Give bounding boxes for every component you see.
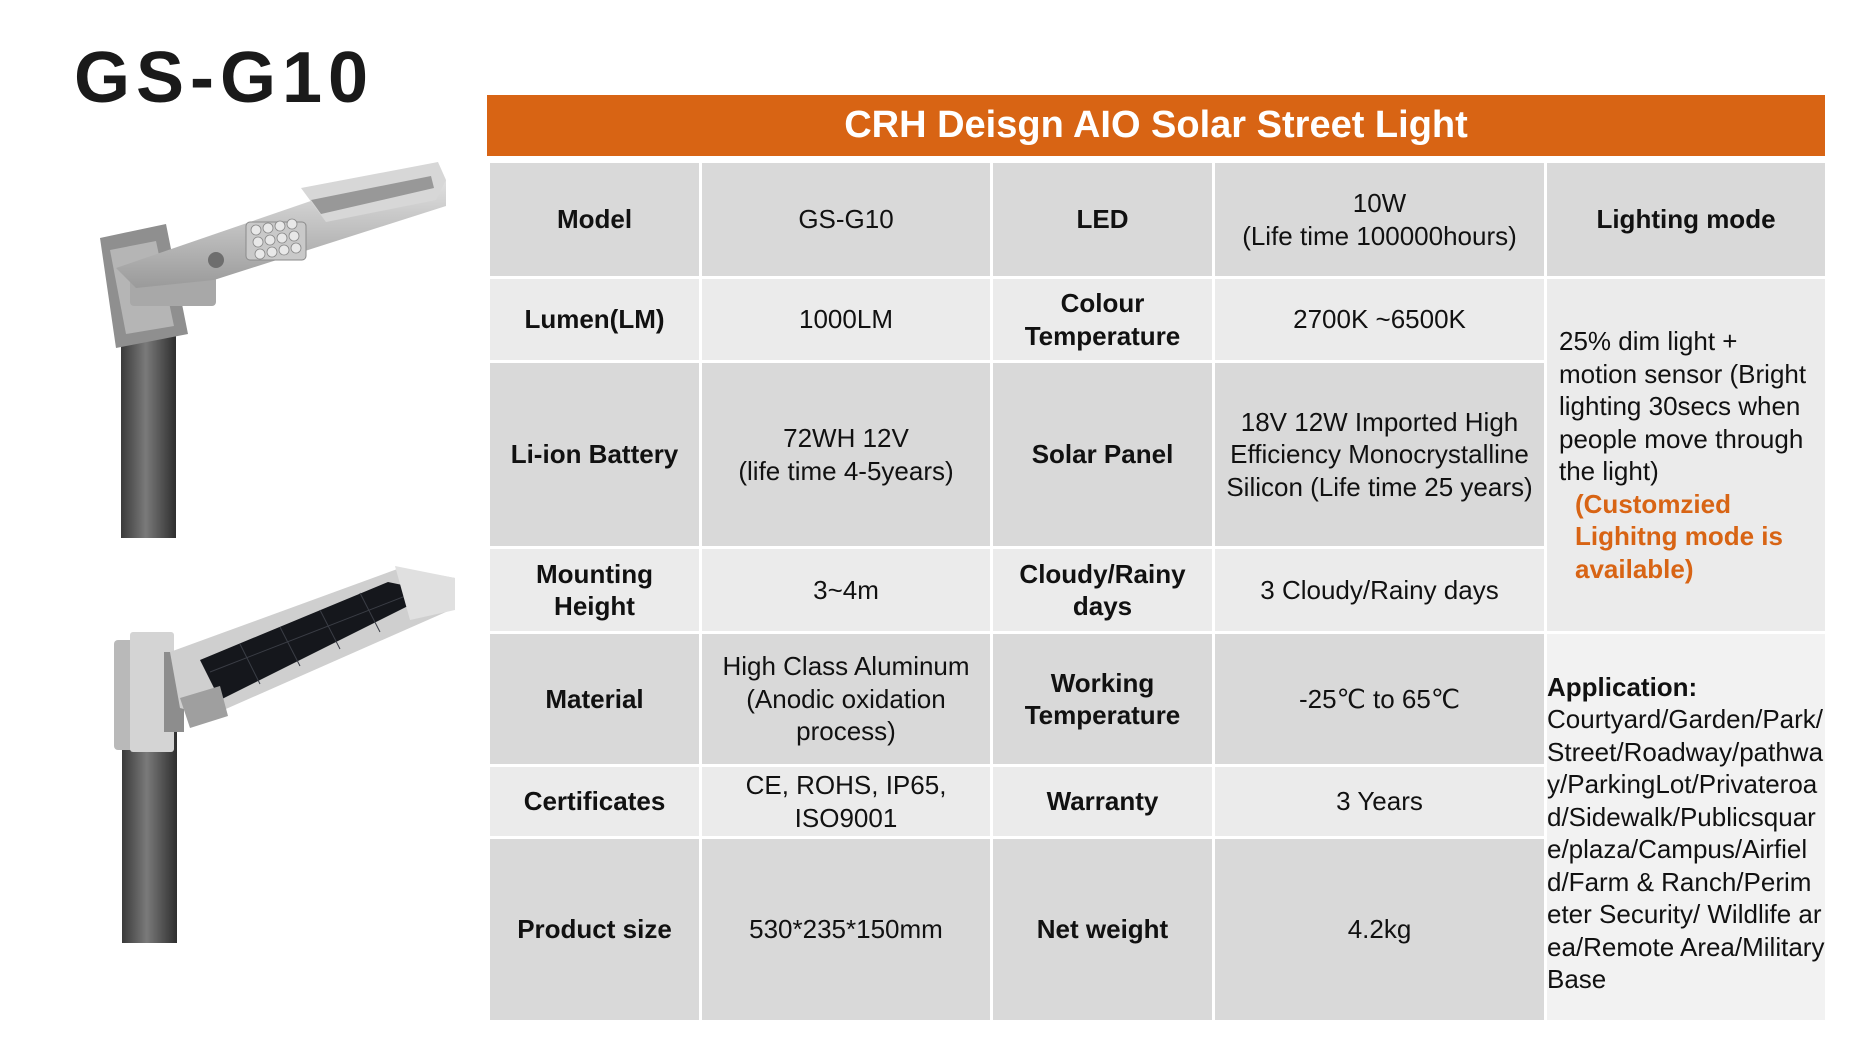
solar-street-light-front-icon	[96, 158, 446, 538]
table-row: Material High Class Aluminum (Anodic oxi…	[487, 631, 1828, 1023]
spec-value: -25℃ to 65℃	[1212, 631, 1547, 767]
table-row: Lumen(LM) 1000LM Colour Temperature 2700…	[487, 276, 1828, 634]
lighting-mode-header: Lighting mode	[1544, 160, 1828, 279]
spec-value: 3 Years	[1212, 764, 1547, 839]
spec-value: 3~4m	[699, 546, 993, 634]
spec-value: GS-G10	[699, 160, 993, 279]
spec-label: Certificates	[487, 764, 702, 839]
spec-value: 3 Cloudy/Rainy days	[1212, 546, 1547, 634]
spec-label: Model	[487, 160, 702, 279]
spec-label: Warranty	[990, 764, 1215, 839]
table-row: Mounting Height 3~4m Cloudy/Rainy days 3…	[487, 546, 1827, 634]
spec-value: 72WH 12V (life time 4-5years)	[699, 360, 993, 549]
spec-label: Lumen(LM)	[487, 276, 702, 363]
table-row: Certificates CE, ROHS, IP65, ISO9001 War…	[487, 764, 1827, 839]
spec-label: Cloudy/Rainy days	[990, 546, 1215, 634]
lighting-mode-cell: 25% dim light + motion sensor (Bright li…	[1544, 276, 1828, 634]
spec-label: Mounting Height	[487, 546, 702, 634]
spec-value: 1000LM	[699, 276, 993, 363]
table-row: Li-ion Battery 72WH 12V (life time 4-5ye…	[487, 360, 1827, 549]
application-title: Application:	[1547, 671, 1698, 702]
spec-value: 2700K ~6500K	[1212, 276, 1547, 363]
spec-label: Net weight	[990, 836, 1215, 1023]
spec-value: 10W (Life time 100000hours)	[1212, 160, 1547, 279]
solar-street-light-panel-icon	[110, 548, 455, 943]
table-row: Product size 530*235*150mm Net weight 4.…	[487, 836, 1827, 1023]
spec-label: Working Temperature	[990, 631, 1215, 767]
lighting-mode-description: 25% dim light + motion sensor (Bright li…	[1559, 326, 1807, 486]
product-title: GS-G10	[74, 38, 375, 118]
spec-value: 18V 12W Imported High Efficiency Monocry…	[1212, 360, 1547, 549]
spec-label: Product size	[487, 836, 702, 1023]
spec-value: CE, ROHS, IP65, ISO9001	[699, 764, 993, 839]
spec-label: Material	[487, 631, 702, 767]
banner-title: CRH Deisgn AIO Solar Street Light	[487, 95, 1825, 156]
spec-label: Solar Panel	[990, 360, 1215, 549]
spec-label: Colour Temperature	[990, 276, 1215, 363]
lighting-mode-highlight: (Customzied Lighitng mode is available)	[1575, 488, 1783, 584]
spec-label: Li-ion Battery	[487, 360, 702, 549]
application-text: Courtyard/Garden/Park/Street/Roadway/pat…	[1547, 704, 1825, 994]
spec-value: 4.2kg	[1212, 836, 1547, 1023]
spec-table: Model GS-G10 LED 10W (Life time 100000ho…	[487, 160, 1828, 1023]
spec-label: LED	[990, 160, 1215, 279]
spec-value: High Class Aluminum (Anodic oxidation pr…	[699, 631, 993, 767]
spec-value: 530*235*150mm	[699, 836, 993, 1023]
application-cell: Application: Courtyard/Garden/Park/Stree…	[1544, 631, 1828, 1023]
table-row: Model GS-G10 LED 10W (Life time 100000ho…	[487, 160, 1828, 279]
